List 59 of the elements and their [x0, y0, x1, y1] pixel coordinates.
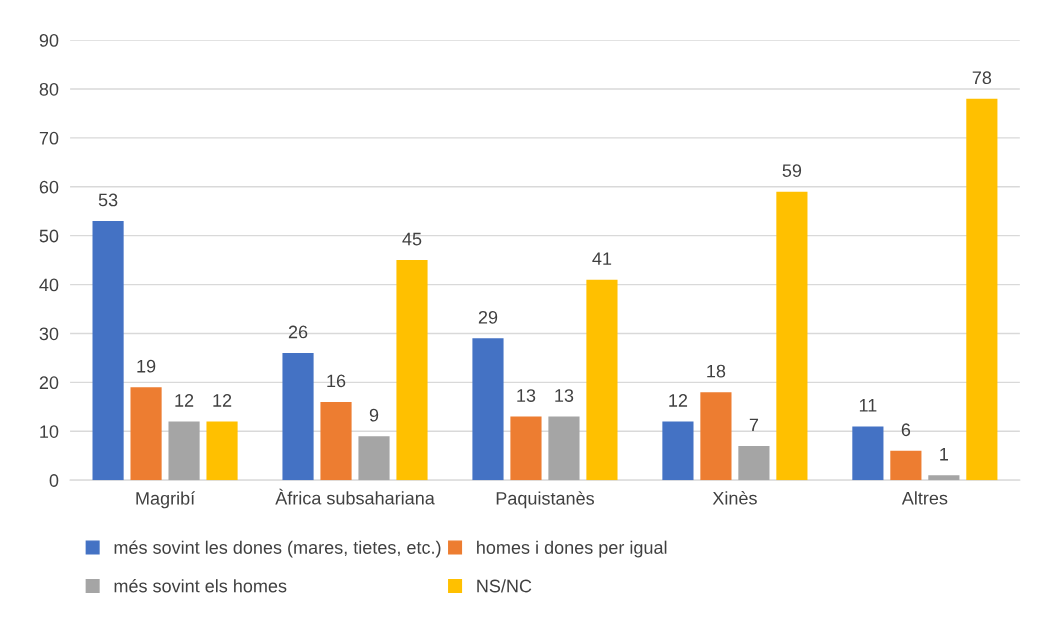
data-label: 9	[369, 408, 379, 422]
legend-label: homes i dones per igual	[477, 540, 667, 558]
data-label: 7	[749, 418, 759, 432]
data-label: 26	[288, 325, 308, 339]
data-label: 45	[402, 232, 422, 246]
data-label: 29	[478, 310, 498, 324]
bar	[168, 421, 200, 481]
data-label: 12	[213, 394, 232, 407]
bar	[966, 98, 998, 481]
data-label: 78	[972, 71, 992, 85]
y-tick-label: 50	[39, 229, 59, 243]
bar	[548, 416, 580, 481]
x-tick-label: Xinès	[712, 491, 757, 505]
bar	[472, 338, 504, 481]
data-label: 19	[137, 359, 156, 373]
data-label: 13	[517, 389, 536, 402]
bar	[586, 279, 618, 481]
data-label: 16	[327, 374, 346, 388]
bar	[130, 387, 162, 481]
legend-label: més sovint les dones (mares, tietes, etc.)	[114, 540, 441, 558]
data-label: 53	[98, 193, 118, 207]
bar	[700, 392, 732, 481]
bar	[396, 260, 428, 481]
y-tick-label: 10	[40, 425, 59, 438]
data-label: 59	[782, 164, 802, 177]
bar	[510, 416, 542, 481]
y-tick-label: 20	[39, 376, 59, 390]
data-label: 11	[859, 399, 877, 412]
data-label: 18	[707, 364, 726, 378]
bar	[206, 421, 238, 481]
bar	[852, 426, 884, 481]
bar	[738, 445, 770, 481]
bar	[92, 221, 124, 481]
y-tick-label: 60	[39, 180, 59, 194]
y-tick-label: 90	[39, 34, 59, 47]
x-tick-label: Altres	[901, 491, 948, 505]
data-label: 12	[669, 394, 688, 407]
x-tick-label: Magribí	[136, 491, 196, 509]
y-tick-label: 40	[39, 278, 59, 292]
data-label: 6	[901, 423, 911, 437]
data-label: 13	[555, 389, 574, 402]
y-tick-label: 70	[39, 131, 59, 145]
data-label: 1	[940, 448, 949, 461]
bar	[928, 475, 960, 481]
bar	[282, 353, 314, 481]
bar	[320, 401, 352, 481]
bar	[358, 436, 390, 481]
legend-label: més sovint els homes	[114, 578, 287, 593]
x-tick-label: Paquistanès	[496, 491, 595, 509]
bar	[776, 191, 808, 481]
bar	[890, 450, 922, 481]
y-tick-label: 80	[39, 82, 59, 96]
data-label: 12	[175, 394, 194, 407]
bar	[662, 421, 694, 481]
y-tick-label: 0	[49, 474, 59, 487]
y-tick-label: 30	[39, 327, 59, 341]
x-tick-label: Àfrica subsahariana	[275, 488, 435, 505]
legend-label: NS/NC	[477, 579, 532, 593]
data-label: 41	[592, 252, 612, 265]
